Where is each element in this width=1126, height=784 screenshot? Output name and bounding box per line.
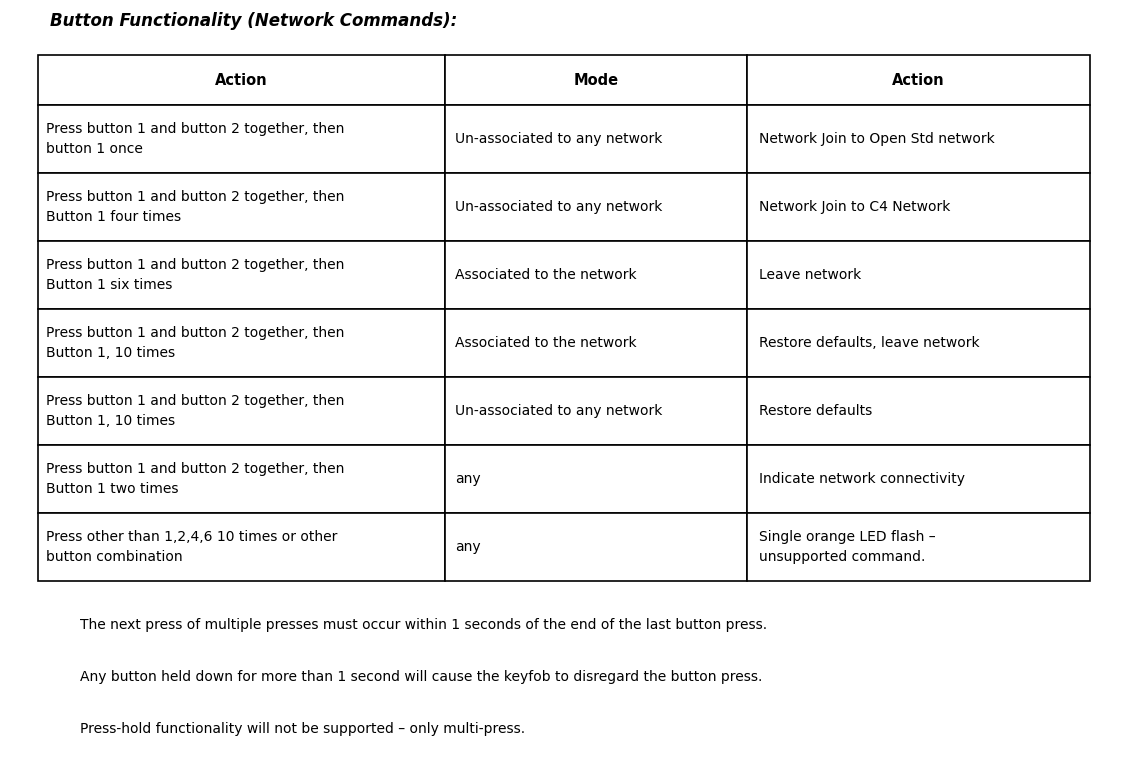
Text: Network Join to Open Std network: Network Join to Open Std network xyxy=(759,132,994,146)
Text: Un-associated to any network: Un-associated to any network xyxy=(455,404,662,418)
Text: Press button 1 and button 2 together, then
Button 1 two times: Press button 1 and button 2 together, th… xyxy=(46,462,345,496)
Bar xyxy=(445,309,747,377)
Text: Associated to the network: Associated to the network xyxy=(455,336,636,350)
Bar xyxy=(747,377,1090,445)
Text: Un-associated to any network: Un-associated to any network xyxy=(455,132,662,146)
Text: Press button 1 and button 2 together, then
Button 1 four times: Press button 1 and button 2 together, th… xyxy=(46,190,345,224)
Text: The next press of multiple presses must occur within 1 seconds of the end of the: The next press of multiple presses must … xyxy=(80,618,767,632)
Bar xyxy=(38,241,445,309)
Bar xyxy=(38,105,445,173)
Text: Press button 1 and button 2 together, then
button 1 once: Press button 1 and button 2 together, th… xyxy=(46,122,345,156)
Text: Restore defaults, leave network: Restore defaults, leave network xyxy=(759,336,980,350)
Bar xyxy=(38,513,445,581)
Text: Press other than 1,2,4,6 10 times or other
button combination: Press other than 1,2,4,6 10 times or oth… xyxy=(46,530,338,564)
Bar xyxy=(445,173,747,241)
Text: Indicate network connectivity: Indicate network connectivity xyxy=(759,472,965,486)
Bar xyxy=(38,309,445,377)
Bar xyxy=(445,55,747,105)
Text: Action: Action xyxy=(215,72,268,88)
Text: Network Join to C4 Network: Network Join to C4 Network xyxy=(759,200,950,214)
Text: Press-hold functionality will not be supported – only multi-press.: Press-hold functionality will not be sup… xyxy=(80,722,525,736)
Bar xyxy=(445,241,747,309)
Bar xyxy=(747,241,1090,309)
Bar xyxy=(747,105,1090,173)
Text: any: any xyxy=(455,540,481,554)
Bar xyxy=(747,513,1090,581)
Text: Leave network: Leave network xyxy=(759,268,861,282)
Text: Associated to the network: Associated to the network xyxy=(455,268,636,282)
Bar xyxy=(445,377,747,445)
Bar xyxy=(38,377,445,445)
Text: any: any xyxy=(455,472,481,486)
Text: Press button 1 and button 2 together, then
Button 1, 10 times: Press button 1 and button 2 together, th… xyxy=(46,394,345,428)
Text: Press button 1 and button 2 together, then
Button 1 six times: Press button 1 and button 2 together, th… xyxy=(46,258,345,292)
Text: Press button 1 and button 2 together, then
Button 1, 10 times: Press button 1 and button 2 together, th… xyxy=(46,326,345,360)
Bar xyxy=(747,445,1090,513)
Bar xyxy=(747,55,1090,105)
Bar xyxy=(445,445,747,513)
Bar xyxy=(38,55,445,105)
Text: Mode: Mode xyxy=(573,72,618,88)
Bar xyxy=(445,105,747,173)
Text: Any button held down for more than 1 second will cause the keyfob to disregard t: Any button held down for more than 1 sec… xyxy=(80,670,762,684)
Bar xyxy=(445,513,747,581)
Bar xyxy=(747,309,1090,377)
Bar xyxy=(38,173,445,241)
Text: Button Functionality (Network Commands):: Button Functionality (Network Commands): xyxy=(50,12,457,30)
Text: Restore defaults: Restore defaults xyxy=(759,404,873,418)
Text: Action: Action xyxy=(892,72,945,88)
Bar xyxy=(38,445,445,513)
Bar xyxy=(747,173,1090,241)
Text: Un-associated to any network: Un-associated to any network xyxy=(455,200,662,214)
Text: Single orange LED flash –
unsupported command.: Single orange LED flash – unsupported co… xyxy=(759,530,936,564)
